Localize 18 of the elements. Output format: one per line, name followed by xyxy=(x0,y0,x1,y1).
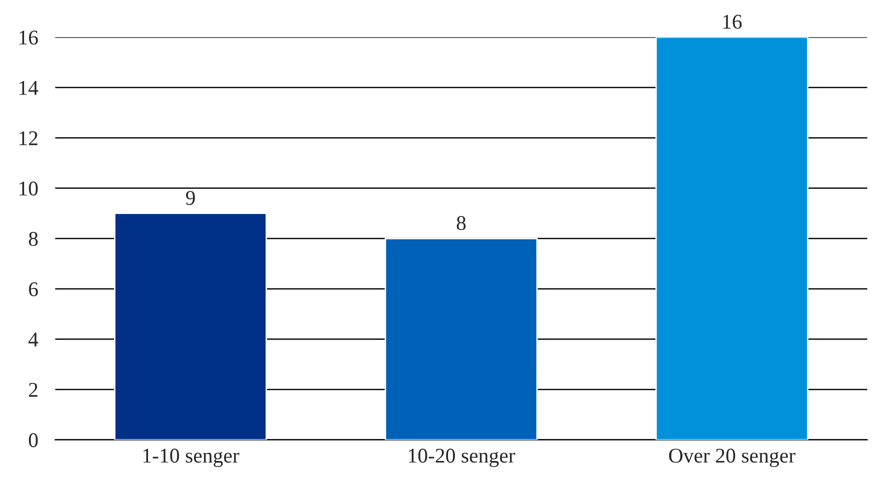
bar xyxy=(655,37,808,440)
bar xyxy=(114,212,268,440)
data-label: 8 xyxy=(456,216,466,230)
y-tick-label: 0 xyxy=(28,433,38,448)
y-tick-label: 2 xyxy=(29,382,38,397)
x-tick-label: Over 20 senger xyxy=(669,448,796,468)
y-tick-label: 16 xyxy=(20,30,38,45)
data-label: 16 xyxy=(723,14,742,29)
y-tick-label: 8 xyxy=(28,232,38,246)
data-label: 9 xyxy=(186,190,195,205)
x-tick-label: 1-10 senger xyxy=(143,448,240,468)
y-tick-label: 6 xyxy=(29,282,38,296)
y-tick-label: 4 xyxy=(28,332,38,346)
bar xyxy=(384,238,538,440)
y-tick-label: 14 xyxy=(20,81,38,95)
y-tick-label: 10 xyxy=(20,182,38,196)
y-tick-label: 12 xyxy=(20,131,38,146)
x-tick-label: 10-20 senger xyxy=(408,448,516,468)
